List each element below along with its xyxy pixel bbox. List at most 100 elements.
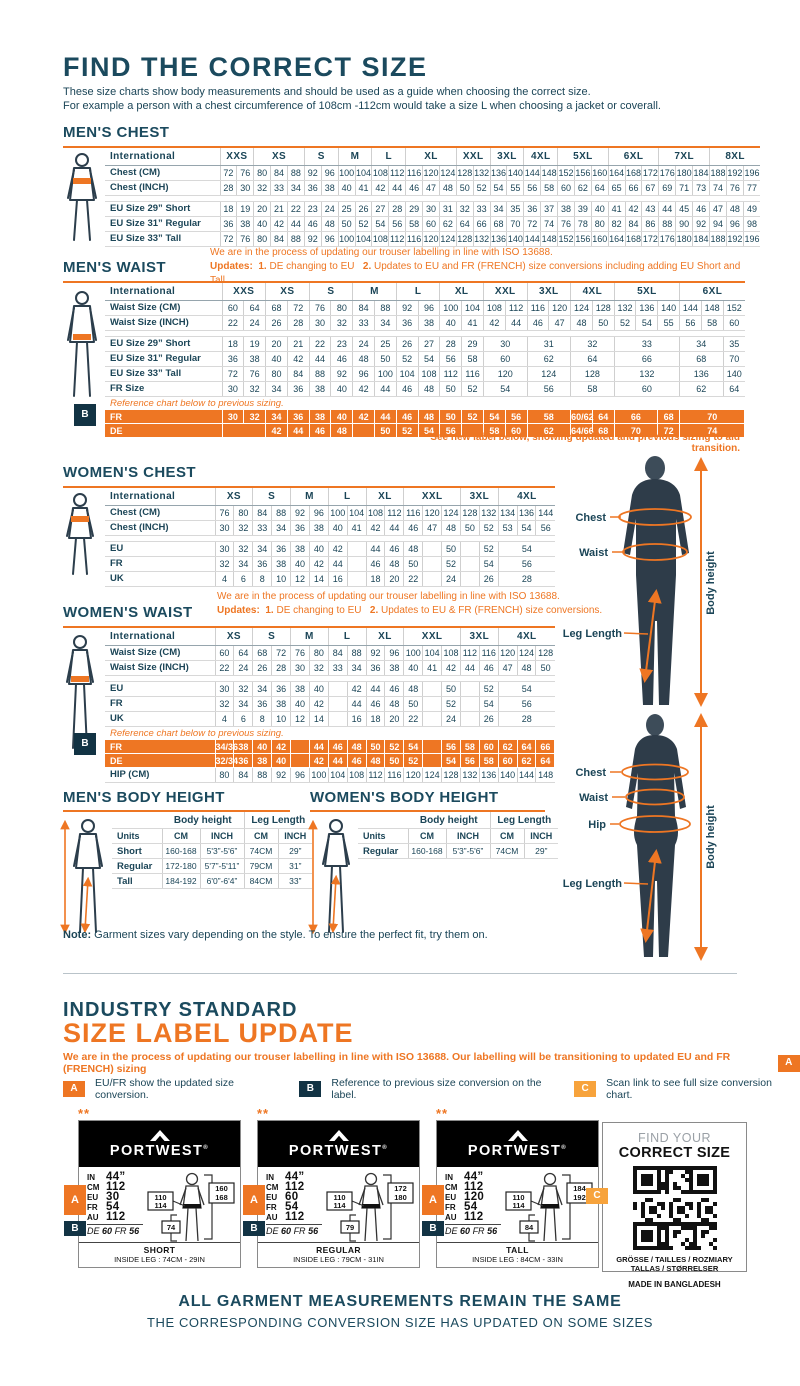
size-cell: 42 — [352, 381, 375, 397]
size-cell: 112 — [460, 645, 480, 661]
table-row: Tall 184-192 6'0”-6'4” 84CM 33” — [112, 873, 313, 889]
size-cell — [461, 423, 484, 438]
size-cell: 10 — [271, 711, 292, 727]
size-cell: 42 — [347, 681, 367, 697]
chest-label: Chest — [575, 512, 606, 524]
size-column-header: S — [252, 488, 292, 506]
size-column-header: XXL — [403, 628, 461, 646]
size-cell: 38 — [309, 520, 329, 536]
size-cell: 108 — [441, 645, 461, 661]
table-row: EU Size 33” Tall 72 76 80 84 88 92 96 100 104 108 1… — [105, 231, 761, 247]
size-cell: 58 — [461, 351, 484, 367]
row-label-cell: EU Size 29” Short — [105, 336, 223, 352]
height-cell: 74CM — [490, 843, 525, 859]
size-cell: 108 — [371, 231, 390, 247]
size-cell: 52 — [403, 753, 424, 768]
size-cell — [422, 681, 443, 697]
size-cell: 96 — [726, 216, 744, 232]
size-cell: 30 — [222, 381, 245, 397]
size-cell: 28 — [388, 201, 407, 217]
size-cell: 34 — [679, 336, 724, 352]
size-cell: 136 — [679, 366, 724, 382]
height-cell: 29” — [524, 843, 559, 859]
size-cell — [328, 696, 348, 712]
table-header-row: International XXS XS S M L XL XXL 3XL 4XL 5XL 6XL 7X… — [105, 148, 761, 166]
size-row: FR 54 — [266, 1201, 299, 1213]
size-column-header: XL — [439, 283, 484, 301]
size-cell: 132 — [473, 231, 491, 247]
size-cell: 42 — [328, 541, 348, 557]
size-column-header: XS — [215, 628, 254, 646]
size-cell: 76 — [215, 505, 235, 521]
size-cell: 20 — [265, 336, 288, 352]
table-row: Reference chart below to previous sizing… — [105, 397, 745, 411]
size-cell: 144 — [517, 767, 537, 783]
mens-body-height-table: Body height Leg Length Units CM INCH CM INCH Sh… — [112, 812, 313, 889]
mens-body-height-figure-icon — [60, 818, 110, 941]
size-row: CM 112 — [87, 1181, 126, 1193]
note-line-1: We are in the process of updating our tr… — [217, 591, 560, 602]
size-cell: 42 — [366, 520, 386, 536]
height-cell: 184-192 — [162, 873, 201, 889]
size-cell: 38 — [418, 315, 441, 331]
height-cell: 172-180 — [162, 858, 201, 874]
size-cell: 32/34 — [215, 753, 239, 768]
size-cell: 196 — [743, 231, 761, 247]
size-cell: 112 — [505, 300, 528, 316]
size-cell: 92 — [304, 231, 322, 247]
brand-name: PORTWEST® — [467, 1142, 568, 1159]
size-cell: 46 — [347, 753, 367, 768]
size-cell: 53 — [498, 520, 518, 536]
size-cell: 56 — [498, 556, 555, 572]
size-cell: 124 — [517, 645, 537, 661]
size-cell: 40 — [265, 351, 288, 367]
size-cell — [460, 696, 480, 712]
label-header-cell: International — [105, 148, 221, 166]
mens-body-height-rule — [63, 810, 290, 812]
size-cell: 14 — [309, 711, 329, 727]
row-label-cell: DE — [105, 753, 216, 768]
row-label-cell: FR — [105, 740, 216, 754]
size-cell: 52 — [479, 541, 499, 557]
size-cell: 36 — [233, 753, 254, 768]
size-row: IN 44” — [266, 1171, 305, 1183]
size-cell: 148 — [701, 300, 724, 316]
size-cell: 156 — [574, 231, 592, 247]
table-row: UK 4 6 8 10 12 14 16 18 20 22 24 26 28 — [105, 571, 555, 587]
size-cell: 72 — [220, 231, 238, 247]
size-table: International XS S M L XL XXL 3XL 4XL Chest (CM) 7… — [105, 488, 555, 587]
size-cell: 42 — [352, 410, 375, 424]
height-box-value: 192 — [573, 1193, 586, 1202]
size-cell: 128 — [570, 366, 615, 382]
size-cell: 29 — [461, 336, 484, 352]
size-column-header: XXL — [483, 283, 528, 301]
size-cell: 56 — [679, 315, 702, 331]
size-cell: 40 — [439, 315, 463, 331]
size-cell: 56 — [498, 696, 555, 712]
size-cell: 60 — [505, 423, 528, 438]
size-cell: 56 — [523, 180, 542, 196]
size-cell: 54 — [479, 696, 499, 712]
size-cell: 38 — [384, 660, 405, 676]
label-footer: SHORT INSIDE LEG : 74CM - 29IN — [79, 1242, 240, 1267]
leg-box-value: 84 — [525, 1223, 534, 1232]
height-box-value: 172 — [394, 1184, 407, 1193]
size-cell: 120 — [483, 366, 528, 382]
size-cell: 77 — [743, 180, 761, 196]
size-column-header: L — [328, 628, 367, 646]
group-header-cell: Leg Length — [244, 812, 313, 829]
table-row: Chest (CM) 76 80 84 88 92 96 100 104 108 112 116 120… — [105, 505, 555, 521]
size-cell: 47 — [548, 315, 572, 331]
size-cell: 168 — [625, 231, 643, 247]
row-label-cell: FR — [105, 556, 216, 572]
height-cell: 5'3”-5'6” — [200, 843, 245, 859]
label-asterisks: ** — [78, 1106, 91, 1121]
size-cell: 46 — [328, 740, 348, 754]
label-body: IN 44” CM 112 EU 60 FR 54 AU 112 DE 60 FR 56 110 … — [258, 1167, 419, 1247]
table-row: EU Size 29” Short 18 19 20 21 22 23 24 25 26 27 28 2… — [105, 336, 745, 352]
size-cell: 60 — [483, 351, 528, 367]
size-cell: 32 — [233, 681, 254, 697]
mens-chest-rule — [63, 146, 760, 148]
size-column-header: XS — [265, 283, 310, 301]
size-cell: 40 — [290, 556, 310, 572]
